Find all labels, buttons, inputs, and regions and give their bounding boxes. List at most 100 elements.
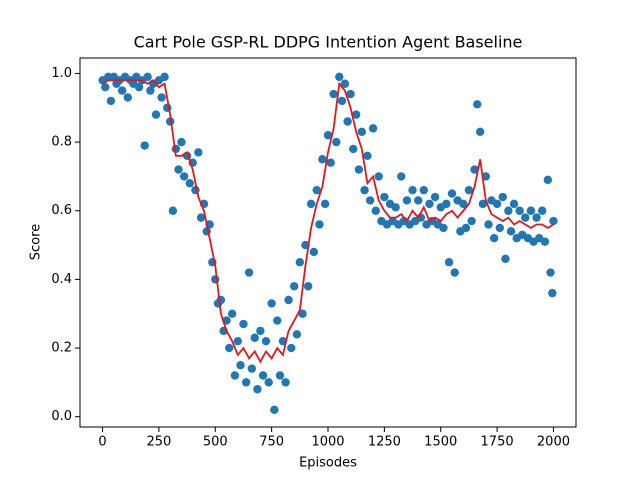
scatter-point bbox=[408, 185, 417, 195]
scatter-point bbox=[343, 117, 352, 126]
scatter-point bbox=[532, 213, 541, 222]
scatter-point bbox=[470, 165, 479, 174]
scatter-point bbox=[349, 144, 358, 154]
scatter-point bbox=[506, 227, 516, 236]
scatter-point bbox=[306, 199, 316, 209]
scatter-point bbox=[250, 333, 259, 342]
scatter-point bbox=[258, 371, 268, 380]
scatter-point bbox=[179, 172, 189, 181]
x-tick-label: 1500 bbox=[424, 435, 457, 450]
x-tick-label: 0 bbox=[98, 435, 106, 450]
scatter-point bbox=[194, 148, 203, 157]
x-axis-label: Episodes bbox=[299, 456, 357, 471]
scatter-point bbox=[337, 96, 347, 106]
scatter-point bbox=[151, 110, 161, 119]
scatter-point bbox=[548, 288, 557, 298]
scatter-point bbox=[357, 127, 367, 136]
scatter-point bbox=[340, 79, 350, 88]
scatter-point bbox=[160, 72, 169, 82]
scatter-point bbox=[402, 196, 412, 205]
scatter-point bbox=[425, 199, 434, 209]
scatter-point bbox=[380, 192, 389, 202]
scatter-point bbox=[419, 185, 429, 195]
scatter-point bbox=[459, 199, 468, 209]
scatter-point bbox=[540, 237, 550, 246]
scatter-point bbox=[157, 93, 166, 102]
scatter-point bbox=[292, 330, 302, 339]
scatter-point bbox=[123, 93, 132, 102]
scatter-point bbox=[543, 175, 553, 185]
x-tick-label: 1750 bbox=[481, 435, 514, 450]
scatter-point bbox=[335, 72, 344, 82]
x-tick-label: 1250 bbox=[368, 435, 401, 450]
x-tick-label: 250 bbox=[146, 435, 171, 450]
scatter-point bbox=[444, 258, 454, 267]
line bbox=[102, 79, 554, 364]
scatter-point bbox=[230, 371, 240, 380]
scatter-point bbox=[320, 199, 330, 209]
scatter-point bbox=[515, 206, 524, 215]
scatter-point bbox=[309, 247, 318, 257]
scatter-point bbox=[146, 86, 155, 95]
scatter-point bbox=[498, 192, 507, 202]
scatter-point bbox=[478, 199, 488, 209]
scatter-point bbox=[101, 82, 110, 92]
scatter-point bbox=[264, 378, 273, 387]
scatter-point bbox=[284, 295, 293, 305]
y-axis-label: Score bbox=[29, 224, 44, 260]
scatter-point bbox=[397, 172, 406, 181]
y-tick-label: 0.4 bbox=[51, 272, 72, 287]
y-tick-label: 0.2 bbox=[51, 341, 72, 356]
scatter-point bbox=[447, 189, 457, 198]
scatter-point bbox=[323, 131, 333, 140]
scatter-point bbox=[140, 141, 149, 150]
scatter-point bbox=[329, 89, 338, 99]
y-tick-label: 0.0 bbox=[51, 409, 72, 424]
x-tick-label: 2000 bbox=[537, 435, 570, 450]
x-tick-label: 500 bbox=[203, 435, 228, 450]
scatter-point bbox=[360, 185, 369, 195]
scatter-point bbox=[312, 185, 321, 195]
scatter-point bbox=[225, 343, 234, 353]
y-tick-label: 0.6 bbox=[51, 203, 72, 218]
scatter-point bbox=[495, 223, 504, 233]
scatter-point bbox=[256, 326, 265, 336]
scatter-point bbox=[492, 199, 502, 209]
scatter-point bbox=[227, 309, 237, 318]
scatter-point bbox=[391, 203, 400, 212]
scatter-point bbox=[134, 82, 144, 92]
scatter-point bbox=[315, 220, 324, 229]
scatter-point bbox=[363, 151, 372, 161]
scatter-point bbox=[253, 385, 262, 394]
scatter-point bbox=[177, 137, 186, 147]
scatter-point bbox=[346, 89, 355, 99]
scatter-point bbox=[501, 254, 510, 264]
scatter-point bbox=[442, 199, 451, 209]
scatter-point bbox=[504, 206, 513, 215]
scatter-point bbox=[484, 220, 493, 229]
x-tick-label: 750 bbox=[259, 435, 284, 450]
scatter-point bbox=[143, 72, 152, 82]
scatter-point bbox=[354, 165, 364, 174]
scatter-point bbox=[236, 361, 245, 370]
scatter-point bbox=[275, 371, 285, 380]
scatter-point bbox=[430, 192, 440, 202]
scatter-point bbox=[318, 155, 327, 164]
scatter-point bbox=[521, 213, 530, 222]
scatter-point bbox=[239, 319, 248, 329]
chart-title: Cart Pole GSP-RL DDPG Intention Agent Ba… bbox=[134, 33, 523, 52]
scatter-point bbox=[473, 100, 482, 109]
y-tick-label: 0.8 bbox=[51, 135, 72, 150]
scatter-point bbox=[368, 124, 378, 133]
scatter-point bbox=[216, 295, 226, 305]
scatter-point bbox=[365, 196, 375, 205]
scatter-point bbox=[117, 86, 127, 95]
scatter-point bbox=[287, 343, 296, 353]
scatter-point bbox=[461, 223, 471, 233]
scatter-point bbox=[196, 213, 206, 222]
scatter-point bbox=[261, 336, 271, 346]
scatter-point bbox=[537, 206, 547, 215]
scatter-point bbox=[546, 268, 555, 277]
scatter-point bbox=[241, 378, 251, 387]
